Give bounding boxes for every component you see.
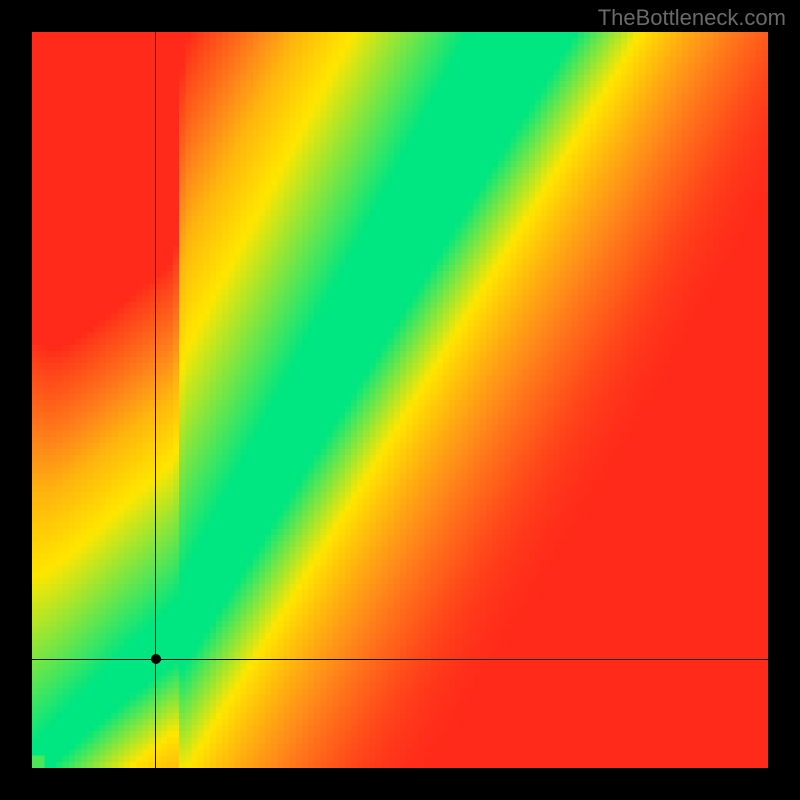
crosshair-horizontal <box>32 659 768 660</box>
plot-area <box>32 32 768 768</box>
data-point-marker <box>151 654 161 664</box>
watermark-text: TheBottleneck.com <box>598 5 786 31</box>
